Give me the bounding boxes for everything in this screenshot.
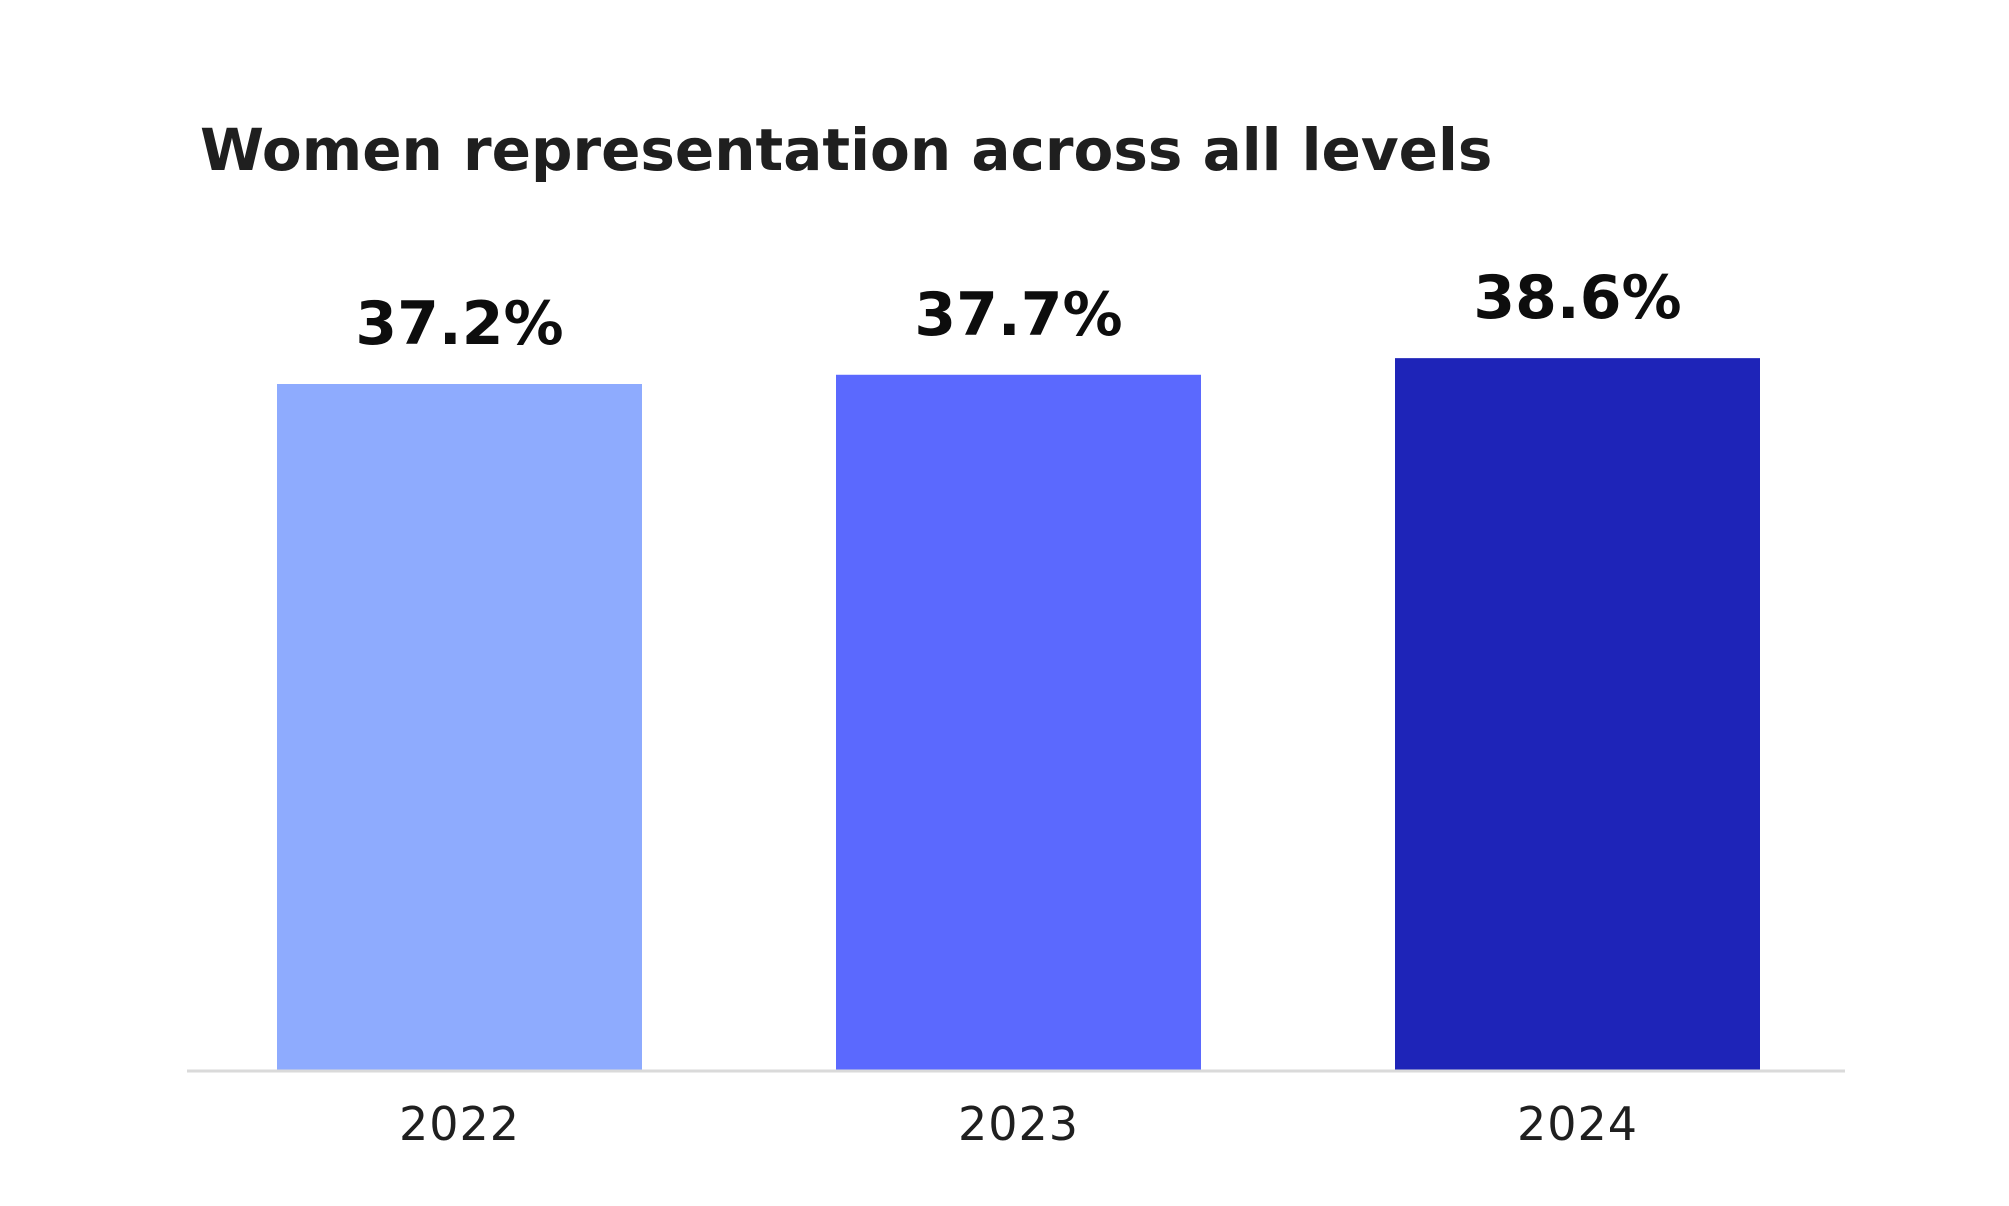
value-labels-group: 37.2% 37.7% 38.6% bbox=[355, 263, 1681, 359]
x-tick-label-2024: 2024 bbox=[1517, 1097, 1638, 1151]
x-tick-label-2023: 2023 bbox=[958, 1097, 1079, 1151]
value-label-2023: 37.7% bbox=[914, 280, 1122, 350]
bar-2022 bbox=[277, 384, 642, 1071]
bar-2023 bbox=[836, 374, 1201, 1072]
x-tick-label-2022: 2022 bbox=[399, 1097, 520, 1151]
x-tick-labels-group: 2022 2023 2024 bbox=[399, 1097, 1638, 1151]
chart-title: Women representation across all levels bbox=[200, 116, 1492, 184]
bars-group bbox=[277, 358, 1760, 1072]
value-label-2022: 37.2% bbox=[355, 289, 563, 359]
bar-2024 bbox=[1395, 358, 1760, 1072]
value-label-2024: 38.6% bbox=[1473, 263, 1681, 333]
